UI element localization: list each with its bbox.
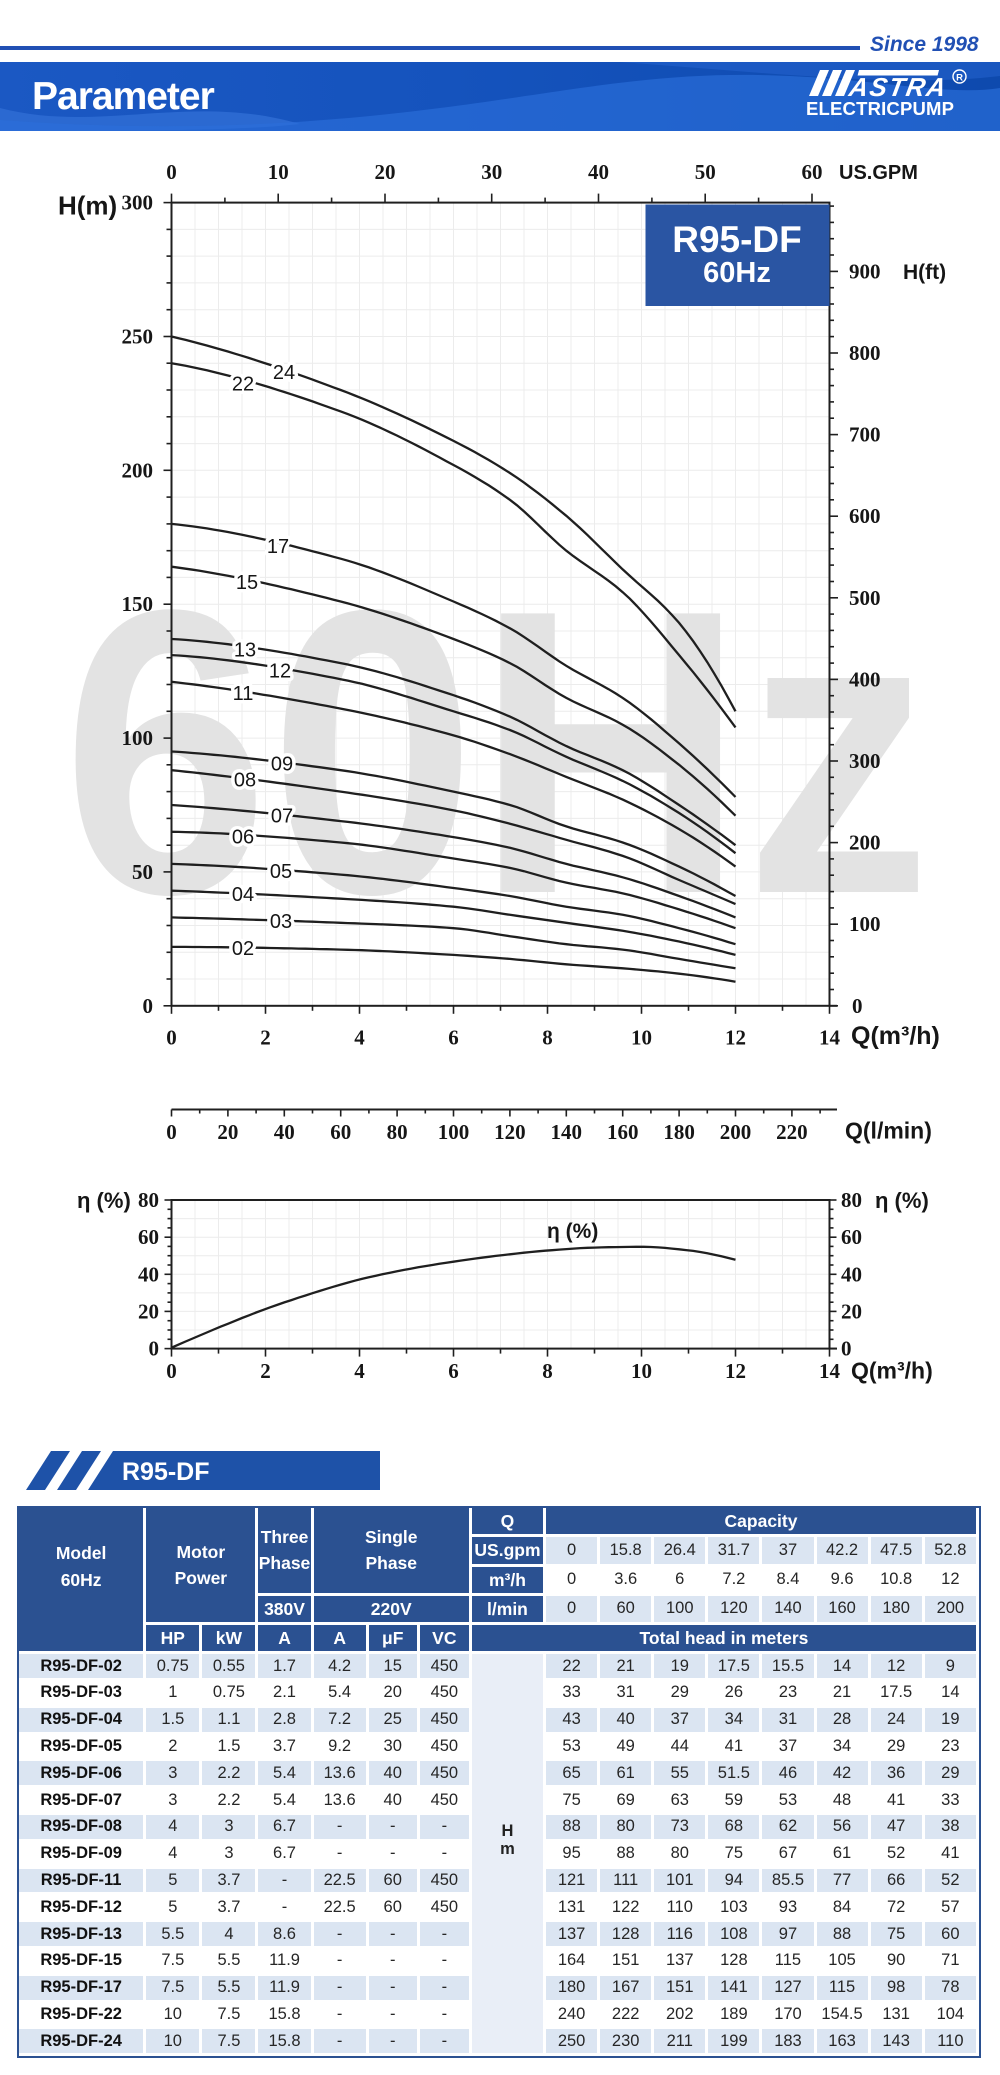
- svg-text:07: 07: [271, 806, 293, 828]
- svg-text:60Hz: 60Hz: [62, 527, 931, 979]
- svg-text:0: 0: [166, 160, 177, 184]
- svg-text:H(ft): H(ft): [903, 261, 946, 284]
- svg-text:0: 0: [166, 1359, 177, 1383]
- svg-text:R: R: [956, 73, 963, 84]
- svg-text:03: 03: [270, 911, 292, 933]
- svg-text:H(m): H(m): [58, 191, 117, 221]
- svg-text:24: 24: [273, 362, 295, 384]
- svg-text:4: 4: [354, 1359, 365, 1383]
- svg-text:02: 02: [232, 938, 254, 960]
- svg-text:80: 80: [138, 1188, 159, 1212]
- svg-text:20: 20: [375, 160, 396, 184]
- svg-text:80: 80: [841, 1188, 862, 1212]
- svg-text:8: 8: [542, 1359, 553, 1383]
- svg-text:100: 100: [122, 726, 154, 750]
- svg-text:20: 20: [217, 1120, 238, 1144]
- svg-text:600: 600: [849, 504, 881, 528]
- svg-text:0: 0: [166, 1026, 177, 1050]
- svg-text:η (%): η (%): [875, 1188, 929, 1213]
- svg-text:ASTRA: ASTRA: [846, 72, 948, 102]
- svg-text:2: 2: [260, 1359, 271, 1383]
- svg-text:Q(m³/h): Q(m³/h): [851, 1022, 940, 1050]
- svg-text:200: 200: [122, 458, 154, 482]
- svg-text:10: 10: [268, 160, 289, 184]
- svg-text:60: 60: [330, 1120, 351, 1144]
- svg-text:05: 05: [270, 861, 292, 883]
- svg-text:17: 17: [267, 536, 289, 558]
- svg-text:300: 300: [122, 191, 154, 215]
- svg-text:200: 200: [720, 1120, 752, 1144]
- svg-text:14: 14: [819, 1026, 841, 1050]
- svg-text:4: 4: [354, 1026, 365, 1050]
- svg-text:US.GPM: US.GPM: [839, 162, 918, 184]
- svg-text:250: 250: [122, 325, 154, 349]
- svg-text:Q(m³/h): Q(m³/h): [851, 1358, 933, 1384]
- svg-text:0: 0: [841, 1337, 852, 1361]
- svg-text:12: 12: [725, 1026, 746, 1050]
- svg-text:300: 300: [849, 749, 881, 773]
- svg-text:40: 40: [841, 1262, 862, 1286]
- svg-text:12: 12: [725, 1359, 746, 1383]
- svg-text:R95-DF: R95-DF: [122, 1458, 210, 1486]
- svg-text:100: 100: [438, 1120, 470, 1144]
- svg-text:50: 50: [132, 860, 153, 884]
- svg-text:60: 60: [841, 1225, 862, 1249]
- svg-text:220: 220: [776, 1120, 808, 1144]
- svg-text:200: 200: [849, 831, 881, 855]
- svg-text:800: 800: [849, 341, 881, 365]
- svg-text:0: 0: [149, 1337, 160, 1361]
- svg-text:700: 700: [849, 423, 881, 447]
- svg-text:08: 08: [234, 770, 256, 792]
- svg-text:40: 40: [274, 1120, 295, 1144]
- svg-text:20: 20: [841, 1299, 862, 1323]
- svg-text:10: 10: [631, 1359, 652, 1383]
- svg-text:14: 14: [819, 1359, 841, 1383]
- svg-text:Q(l/min): Q(l/min): [845, 1118, 932, 1144]
- svg-text:150: 150: [122, 592, 154, 616]
- svg-text:180: 180: [663, 1120, 695, 1144]
- svg-text:20: 20: [138, 1299, 159, 1323]
- svg-text:60: 60: [138, 1225, 159, 1249]
- svg-text:13: 13: [234, 640, 256, 662]
- svg-text:6: 6: [448, 1359, 459, 1383]
- svg-text:04: 04: [232, 884, 254, 906]
- svg-text:12: 12: [269, 661, 291, 683]
- svg-text:11: 11: [233, 683, 254, 705]
- svg-text:40: 40: [588, 160, 609, 184]
- svg-text:100: 100: [849, 912, 881, 936]
- svg-text:160: 160: [607, 1120, 639, 1144]
- svg-text:09: 09: [271, 754, 293, 776]
- svg-text:0: 0: [143, 994, 154, 1018]
- svg-text:η (%): η (%): [77, 1188, 131, 1213]
- svg-text:06: 06: [232, 826, 254, 848]
- svg-text:8: 8: [542, 1026, 553, 1050]
- svg-text:0: 0: [166, 1120, 177, 1144]
- svg-text:30: 30: [481, 160, 502, 184]
- svg-text:60Hz: 60Hz: [703, 257, 771, 289]
- svg-text:50: 50: [695, 160, 716, 184]
- svg-text:900: 900: [849, 259, 881, 283]
- svg-text:2: 2: [260, 1026, 271, 1050]
- svg-text:R95-DF: R95-DF: [672, 219, 802, 260]
- svg-text:120: 120: [494, 1120, 526, 1144]
- svg-text:40: 40: [138, 1262, 159, 1286]
- svg-text:6: 6: [448, 1026, 459, 1050]
- svg-text:500: 500: [849, 586, 881, 610]
- svg-text:ELECTRICPUMP: ELECTRICPUMP: [806, 98, 954, 119]
- svg-text:22: 22: [232, 374, 254, 396]
- svg-text:η (%): η (%): [547, 1220, 598, 1243]
- svg-text:0: 0: [852, 994, 863, 1018]
- svg-text:15: 15: [236, 572, 258, 594]
- svg-text:10: 10: [631, 1026, 652, 1050]
- svg-text:80: 80: [387, 1120, 408, 1144]
- svg-text:140: 140: [551, 1120, 583, 1144]
- svg-text:400: 400: [849, 667, 881, 691]
- svg-text:60: 60: [802, 160, 823, 184]
